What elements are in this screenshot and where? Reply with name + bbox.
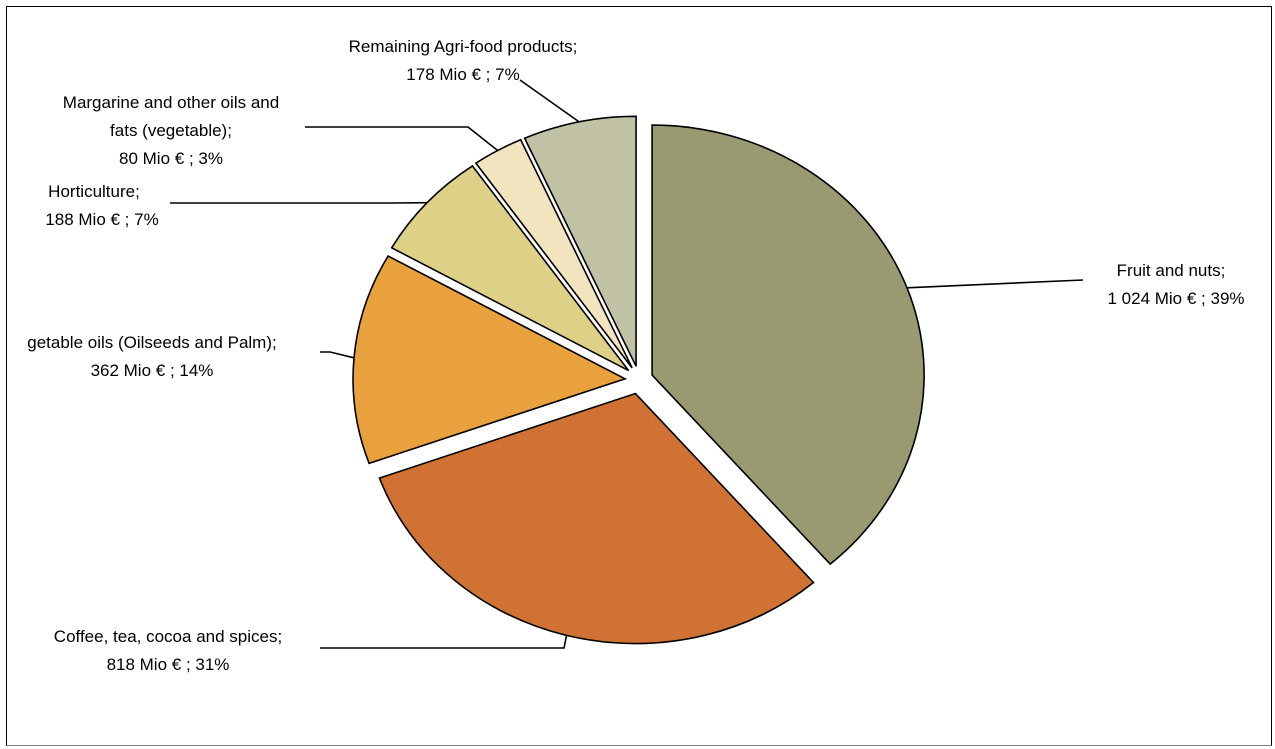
data-label-margarine: Margarine and other oils and fats (veget… bbox=[63, 93, 279, 168]
pie-slice-remaining-agri-food bbox=[523, 115, 637, 367]
leader-lines bbox=[170, 79, 1084, 649]
pie-slice-vegetable-oils bbox=[352, 255, 628, 465]
leader-line-remaining-agri-food bbox=[519, 79, 580, 123]
slice-value: 188 Mio € ; 7% bbox=[45, 210, 158, 229]
leader-line-vegetable-oils bbox=[320, 351, 355, 359]
slice-label-line-1: Margarine and other oils and bbox=[63, 93, 279, 112]
slice-label: Horticulture; bbox=[48, 182, 140, 201]
pie-slice-horticulture bbox=[390, 164, 630, 372]
data-label-fruit-and-nuts: Fruit and nuts; 1 024 Mio € ; 39% bbox=[1107, 261, 1244, 308]
pie-slices bbox=[352, 115, 925, 645]
slice-label-line-2: fats (vegetable); bbox=[110, 121, 232, 140]
slice-value: 1 024 Mio € ; 39% bbox=[1107, 289, 1244, 308]
leader-line-fruit-and-nuts bbox=[906, 279, 1084, 289]
leader-line-coffee-tea-cocoa-spices bbox=[320, 635, 568, 649]
slice-label: Remaining Agri-food products; bbox=[349, 37, 578, 56]
slice-value: 178 Mio € ; 7% bbox=[406, 65, 519, 84]
data-label-coffee-tea-cocoa-spices: Coffee, tea, cocoa and spices; 818 Mio €… bbox=[54, 627, 282, 674]
pie-slice-coffee-tea-cocoa-spices bbox=[378, 392, 815, 645]
leader-line-margarine bbox=[305, 126, 499, 152]
data-label-remaining-agri-food: Remaining Agri-food products; 178 Mio € … bbox=[349, 37, 578, 84]
pie-slice-fruit-and-nuts bbox=[651, 124, 925, 566]
data-label-horticulture: Horticulture; 188 Mio € ; 7% bbox=[45, 182, 158, 229]
slice-label: Fruit and nuts; bbox=[1117, 261, 1226, 280]
slice-value: 362 Mio € ; 14% bbox=[91, 361, 214, 380]
data-label-vegetable-oils: getable oils (Oilseeds and Palm); 362 Mi… bbox=[27, 333, 276, 380]
slice-label: Coffee, tea, cocoa and spices; bbox=[54, 627, 282, 646]
slice-value: 818 Mio € ; 31% bbox=[107, 655, 230, 674]
slice-value: 80 Mio € ; 3% bbox=[119, 149, 223, 168]
slice-label: getable oils (Oilseeds and Palm); bbox=[27, 333, 276, 352]
chart-frame bbox=[6, 6, 1272, 746]
